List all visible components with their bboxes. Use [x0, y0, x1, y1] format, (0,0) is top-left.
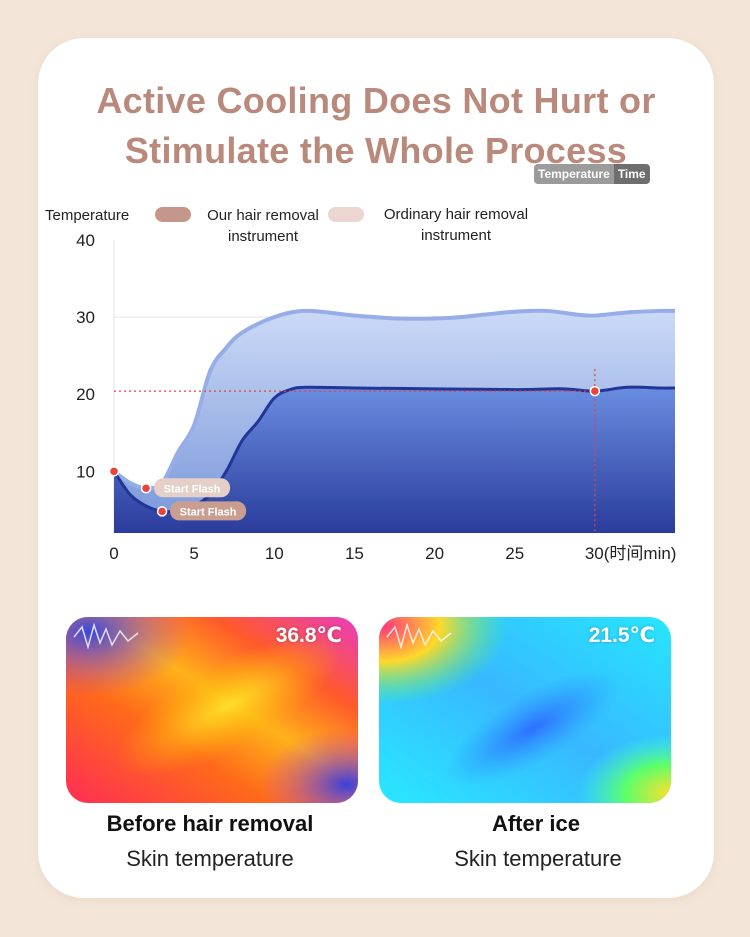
thermal-image-after: 21.5℃ [379, 617, 671, 803]
legend-swatch-ordinary [328, 207, 364, 222]
legend-label-our: Our hair removal instrument [207, 207, 319, 245]
x-tick-label: 30(时间min) [585, 544, 677, 563]
x-tick-label: 0 [109, 544, 118, 563]
x-tick-label: 20 [425, 544, 444, 563]
caption-after-subtitle: Skin temperature [454, 846, 622, 871]
annotation-pill [170, 501, 247, 521]
temperature-after: 21.5℃ [588, 624, 655, 647]
caption-before-subtitle: Skin temperature [126, 846, 294, 871]
x-tick-label: 10 [265, 544, 284, 563]
data-marker [156, 506, 168, 517]
y-tick-label: 40 [76, 231, 95, 250]
y-tick-label: 10 [76, 462, 95, 481]
toggle-time[interactable]: Time [613, 164, 650, 184]
temperature-chart: 0 5 10 15 20 25 30(时间min) 10 20 30 40 Start Flash S… [76, 231, 677, 563]
series-area-1 [114, 387, 675, 533]
title-line-1: Active Cooling Does Not Hurt or [96, 80, 656, 121]
annotation-label: Start Flash [164, 483, 221, 495]
caption-before-title: Before hair removal [106, 811, 314, 836]
series-line-0 [112, 308, 676, 491]
y-tick-label: 30 [76, 308, 95, 327]
x-tick-label: 5 [189, 544, 198, 563]
legend-swatch-our [155, 207, 191, 222]
x-tick-label: 15 [345, 544, 364, 563]
thermal-image-before: 36.8℃ [66, 617, 358, 803]
caption-after-title: After ice [491, 811, 581, 836]
x-tick-label: 25 [505, 544, 524, 563]
annotation-label: Start Flash [180, 506, 237, 518]
data-marker [108, 466, 120, 477]
data-marker [589, 385, 601, 397]
temperature-before: 36.8℃ [275, 624, 342, 647]
y-axis-title: Temperature [45, 207, 130, 224]
temperature-time-toggle[interactable]: Temperature Time [534, 164, 650, 184]
toggle-temperature[interactable]: Temperature [534, 164, 614, 184]
annotation-pill [154, 478, 231, 498]
data-marker [140, 483, 152, 494]
legend-label-ordinary: Ordinary hair removal instrument [383, 206, 529, 244]
y-tick-label: 20 [76, 385, 95, 404]
